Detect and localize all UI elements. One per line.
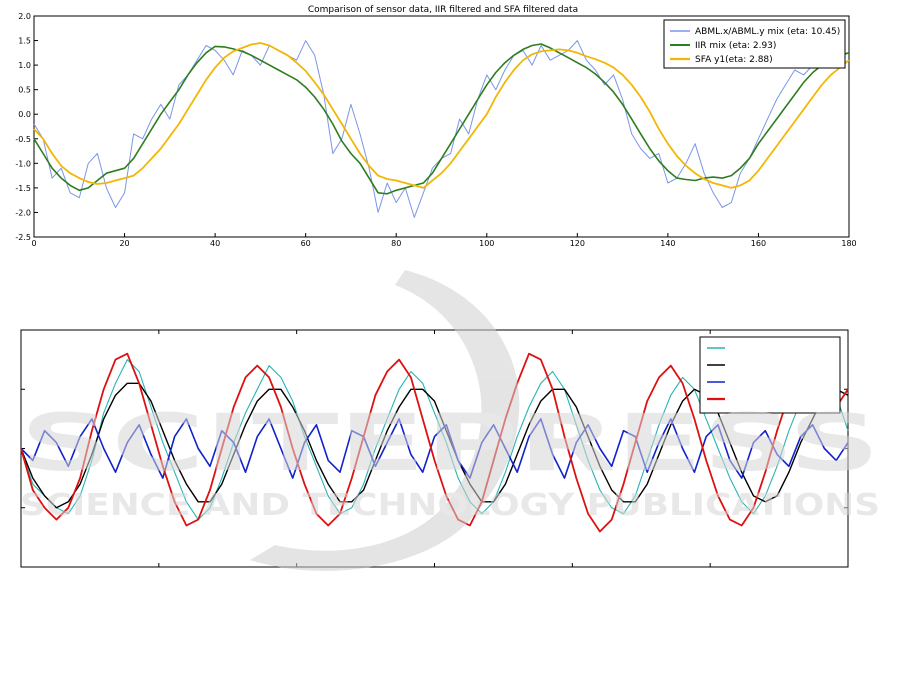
y-tick-label: -2.0 <box>15 208 31 217</box>
top-chart: Comparison of sensor data, IIR filtered … <box>15 5 856 248</box>
x-tick-label: 0 <box>31 239 36 248</box>
x-tick-label: 20 <box>119 239 129 248</box>
legend: ABML.x/ABML.y mix (eta: 10.45) IIR mix (e… <box>663 19 846 69</box>
y-tick-label: 1.0 <box>18 61 31 70</box>
x-tick-label: 60 <box>301 239 311 248</box>
series-lines <box>33 40 850 218</box>
y-tick-label: -1.5 <box>15 184 31 193</box>
x-tick-label: 140 <box>660 239 675 248</box>
series-line-2 <box>33 43 850 195</box>
x-tick-label: 180 <box>841 239 856 248</box>
legend-box <box>699 336 841 414</box>
series-line-3 <box>33 42 850 189</box>
y-tick-label: 2.0 <box>18 12 31 21</box>
series-line-4 <box>20 352 849 533</box>
y-tick-label: 0.0 <box>18 110 31 119</box>
watermark-subtitle: SCIENCE AND TECHNOLOGY PUBLICATIONS <box>20 488 880 523</box>
y-tick-label: 1.5 <box>18 37 31 46</box>
legend-label: SFA y1(eta: 2.88) <box>695 55 773 65</box>
x-axis: 0 20 40 60 80 100 120 140 160 180 <box>31 233 857 248</box>
x-tick-label: 80 <box>391 239 401 248</box>
x-tick-label: 120 <box>570 239 585 248</box>
y-tick-label: -0.5 <box>15 135 31 144</box>
legend-label: IIR mix (eta: 2.93) <box>695 41 776 51</box>
watermark: SCITEPRESS SCIENCE AND TECHNOLOGY PUBLIC… <box>20 270 880 571</box>
watermark-title: SCITEPRESS <box>20 399 880 489</box>
legend-label: ABML.x/ABML.y mix (eta: 10.45) <box>695 27 840 37</box>
x-tick-label: 40 <box>210 239 220 248</box>
x-tick-label: 100 <box>479 239 494 248</box>
y-tick-label: -2.5 <box>15 233 31 242</box>
y-tick-label: -1.0 <box>15 159 31 168</box>
series-line-3 <box>20 418 849 479</box>
y-axis: -2.5 -2.0 -1.5 -1.0 -0.5 0.0 0.5 1.0 1.5 2.0 <box>15 12 38 242</box>
chart-title: Comparison of sensor data, IIR filtered … <box>308 5 578 15</box>
x-tick-label: 160 <box>751 239 766 248</box>
y-tick-label: 0.5 <box>18 86 31 95</box>
series-line-1 <box>20 359 849 521</box>
legend-box <box>663 19 846 69</box>
legend <box>699 336 841 414</box>
